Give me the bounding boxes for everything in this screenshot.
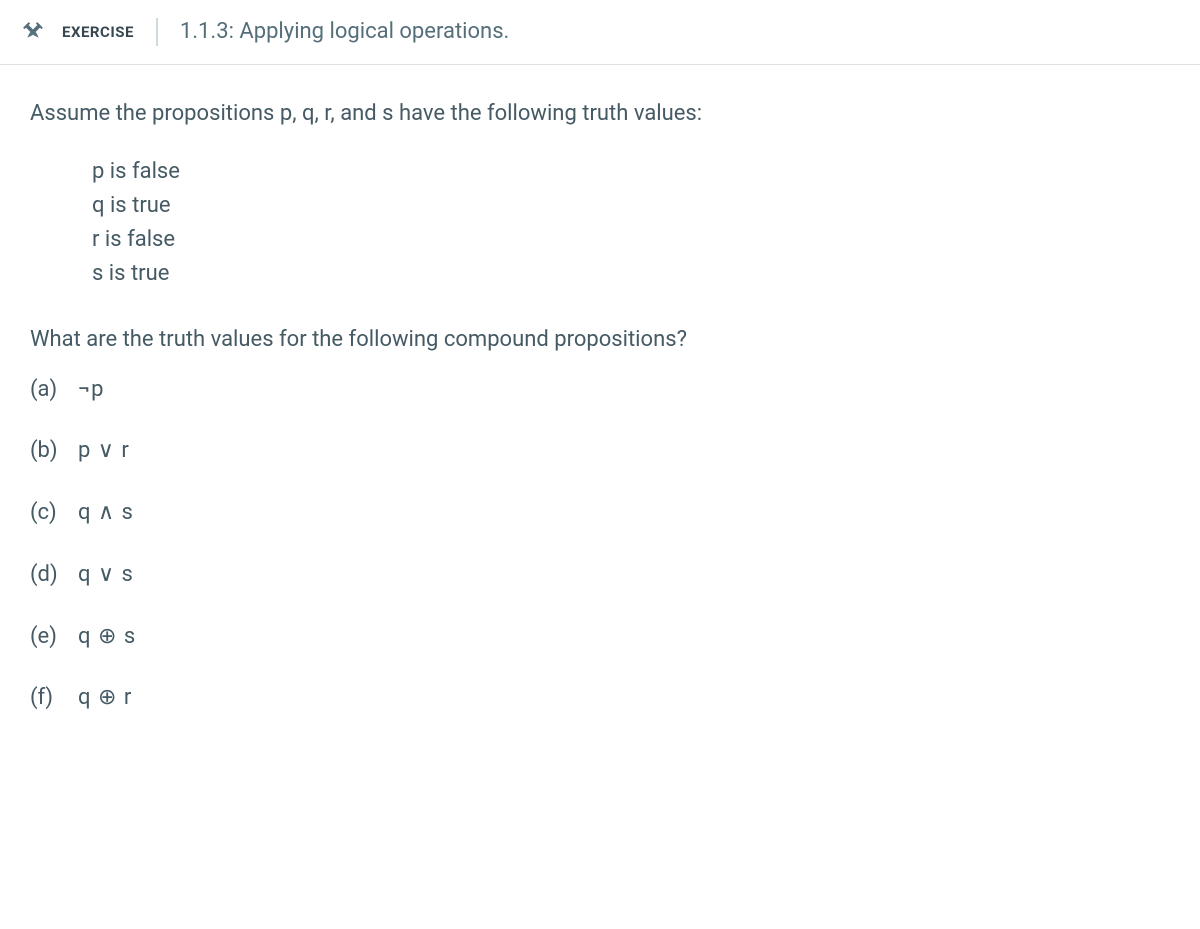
truth-item: s is true: [92, 257, 1170, 291]
exercise-icon: [20, 19, 46, 45]
part-label: (b): [30, 436, 78, 466]
part-item: (f) q ⊕ r: [30, 683, 1170, 713]
truth-item: p is false: [92, 155, 1170, 189]
part-item: (d) q ∨ s: [30, 560, 1170, 590]
part-label: (e): [30, 622, 78, 652]
parts-list: (a) ¬p (b) p ∨ r (c) q ∧ s (d) q ∨ s (e)…: [30, 375, 1170, 713]
part-label: (c): [30, 498, 78, 528]
part-label: (a): [30, 375, 78, 405]
intro-text: Assume the propositions p, q, r, and s h…: [30, 99, 1170, 129]
exercise-label: EXERCISE: [62, 18, 158, 46]
truth-item: r is false: [92, 223, 1170, 257]
part-expression: ¬p: [78, 375, 105, 405]
part-label: (d): [30, 560, 78, 590]
part-item: (c) q ∧ s: [30, 498, 1170, 528]
part-expression: q ⊕ r: [78, 683, 132, 713]
part-expression: p ∨ r: [78, 436, 130, 466]
question-text: What are the truth values for the follow…: [30, 325, 1170, 355]
part-label: (f): [30, 683, 78, 713]
part-expression: q ∧ s: [78, 498, 134, 528]
truth-item: q is true: [92, 189, 1170, 223]
part-item: (a) ¬p: [30, 375, 1170, 405]
truth-values-list: p is false q is true r is false s is tru…: [30, 155, 1170, 291]
part-item: (b) p ∨ r: [30, 436, 1170, 466]
part-expression: q ∨ s: [78, 560, 134, 590]
exercise-header: EXERCISE 1.1.3: Applying logical operati…: [0, 0, 1200, 65]
exercise-content: Assume the propositions p, q, r, and s h…: [0, 65, 1200, 785]
part-item: (e) q ⊕ s: [30, 622, 1170, 652]
exercise-title: 1.1.3: Applying logical operations.: [158, 18, 509, 46]
part-expression: q ⊕ s: [78, 622, 136, 652]
